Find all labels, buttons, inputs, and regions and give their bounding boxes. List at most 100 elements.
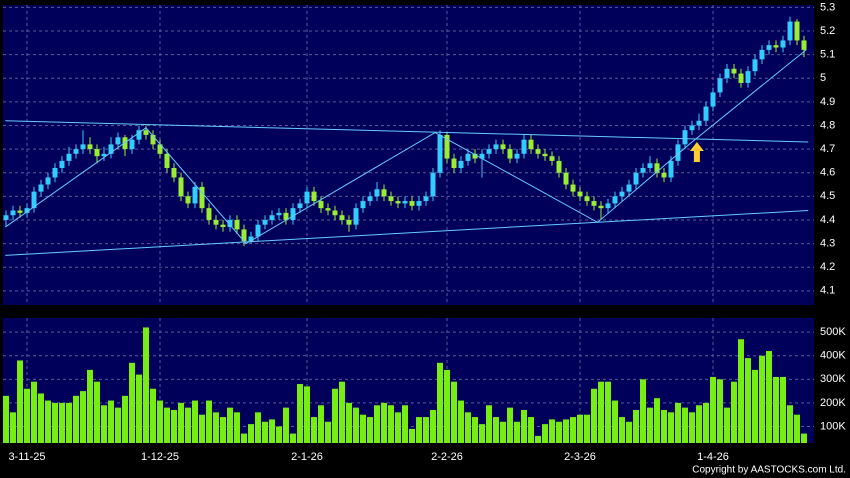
candle-body — [731, 68, 737, 74]
candle-body — [465, 153, 471, 161]
candle-body — [297, 203, 303, 209]
candle-body — [682, 130, 688, 145]
volume-bar — [38, 393, 44, 443]
y-tick-label: 4.1 — [820, 285, 835, 297]
volume-bar — [402, 405, 408, 443]
candle-body — [388, 196, 394, 202]
volume-bar — [248, 424, 254, 443]
candle-body — [661, 172, 667, 178]
candle-body — [633, 172, 639, 185]
x-tick-label: 1-4-26 — [697, 451, 729, 463]
candle-body — [577, 191, 583, 197]
volume-bar — [262, 421, 268, 443]
volume-bar — [745, 358, 751, 443]
candle-body — [73, 149, 79, 154]
arrow — [689, 142, 704, 163]
volume-bar — [346, 402, 352, 443]
candle-body — [360, 201, 366, 209]
volume-bar — [122, 395, 128, 443]
volume-bar — [353, 407, 359, 443]
volume-bar — [52, 402, 58, 443]
x-tick-label: 2-3-26 — [564, 451, 596, 463]
x-tick-label: 2-1-26 — [291, 451, 323, 463]
volume-bar — [710, 376, 716, 443]
y-tick-label: 4.5 — [820, 190, 835, 202]
volume-bar — [129, 362, 135, 443]
volume-bar — [500, 421, 506, 443]
volume-bar — [801, 433, 807, 443]
candle-body — [703, 106, 709, 121]
candle-body — [773, 45, 779, 48]
volume-bar — [556, 421, 562, 443]
candle-body — [738, 73, 744, 83]
volume-bar — [80, 391, 86, 443]
volume-bar — [430, 409, 436, 443]
candle-body — [24, 208, 30, 213]
y-tick-label: 200K — [820, 397, 846, 409]
volume-bar — [661, 409, 667, 443]
y-tick-label: 5.1 — [820, 49, 835, 61]
candle-body — [52, 167, 58, 178]
candle-body — [3, 215, 9, 220]
volume-bar — [73, 395, 79, 443]
candle-body — [535, 149, 541, 154]
candle-body — [66, 153, 72, 161]
volume-bar — [689, 412, 695, 443]
candle-body — [787, 21, 793, 41]
volume-bar — [325, 421, 331, 443]
volume-bar — [45, 400, 51, 443]
candle-body — [486, 149, 492, 154]
candle-body — [87, 144, 93, 150]
candle-body — [381, 189, 387, 197]
candle-body — [199, 186, 205, 209]
candle-body — [269, 215, 275, 220]
candle-body — [10, 210, 16, 216]
volume-bar — [780, 376, 786, 443]
volume-bar — [164, 407, 170, 443]
volume-bar — [773, 376, 779, 443]
volume-bar — [136, 374, 142, 443]
candle-body — [423, 196, 429, 202]
volume-bar — [465, 412, 471, 443]
candle-body — [255, 224, 261, 237]
volume-bar — [563, 419, 569, 443]
volume-bar — [423, 417, 429, 443]
volume-bar — [115, 407, 121, 443]
volume-bar — [605, 381, 611, 443]
candle-body — [409, 201, 415, 206]
candle-body — [311, 191, 317, 202]
candle-body — [640, 167, 646, 173]
candle-body — [745, 71, 751, 83]
volume-bar — [493, 417, 499, 443]
candle-body — [717, 78, 723, 93]
volume-bar — [94, 381, 100, 443]
volume-bar — [276, 426, 282, 443]
volume-bar — [696, 405, 702, 443]
volume-bar — [227, 407, 233, 443]
volume-bar — [108, 400, 114, 443]
candle-body — [514, 153, 520, 159]
candle-body — [780, 40, 786, 48]
volume-bar — [521, 409, 527, 443]
volume-bar — [87, 369, 93, 443]
candle-body — [668, 160, 674, 178]
volume-bar — [24, 388, 30, 443]
candle-body — [143, 130, 149, 135]
x-tick-label: 3-11-25 — [8, 451, 45, 463]
candle-body — [689, 125, 695, 131]
x-tick-label: 2-2-26 — [431, 451, 463, 463]
volume-bar — [514, 421, 520, 443]
candle-body — [227, 219, 233, 228]
volume-bar — [220, 417, 226, 443]
candle-body — [325, 208, 331, 211]
volume-bar — [206, 400, 212, 443]
candle-body — [493, 144, 499, 150]
candle-body — [395, 201, 401, 204]
candle-body — [367, 196, 373, 202]
volume-bar — [143, 327, 149, 443]
trend-line — [5, 120, 809, 143]
candle-body — [437, 134, 443, 173]
candle-body — [430, 172, 436, 197]
volume-bar — [31, 381, 37, 443]
